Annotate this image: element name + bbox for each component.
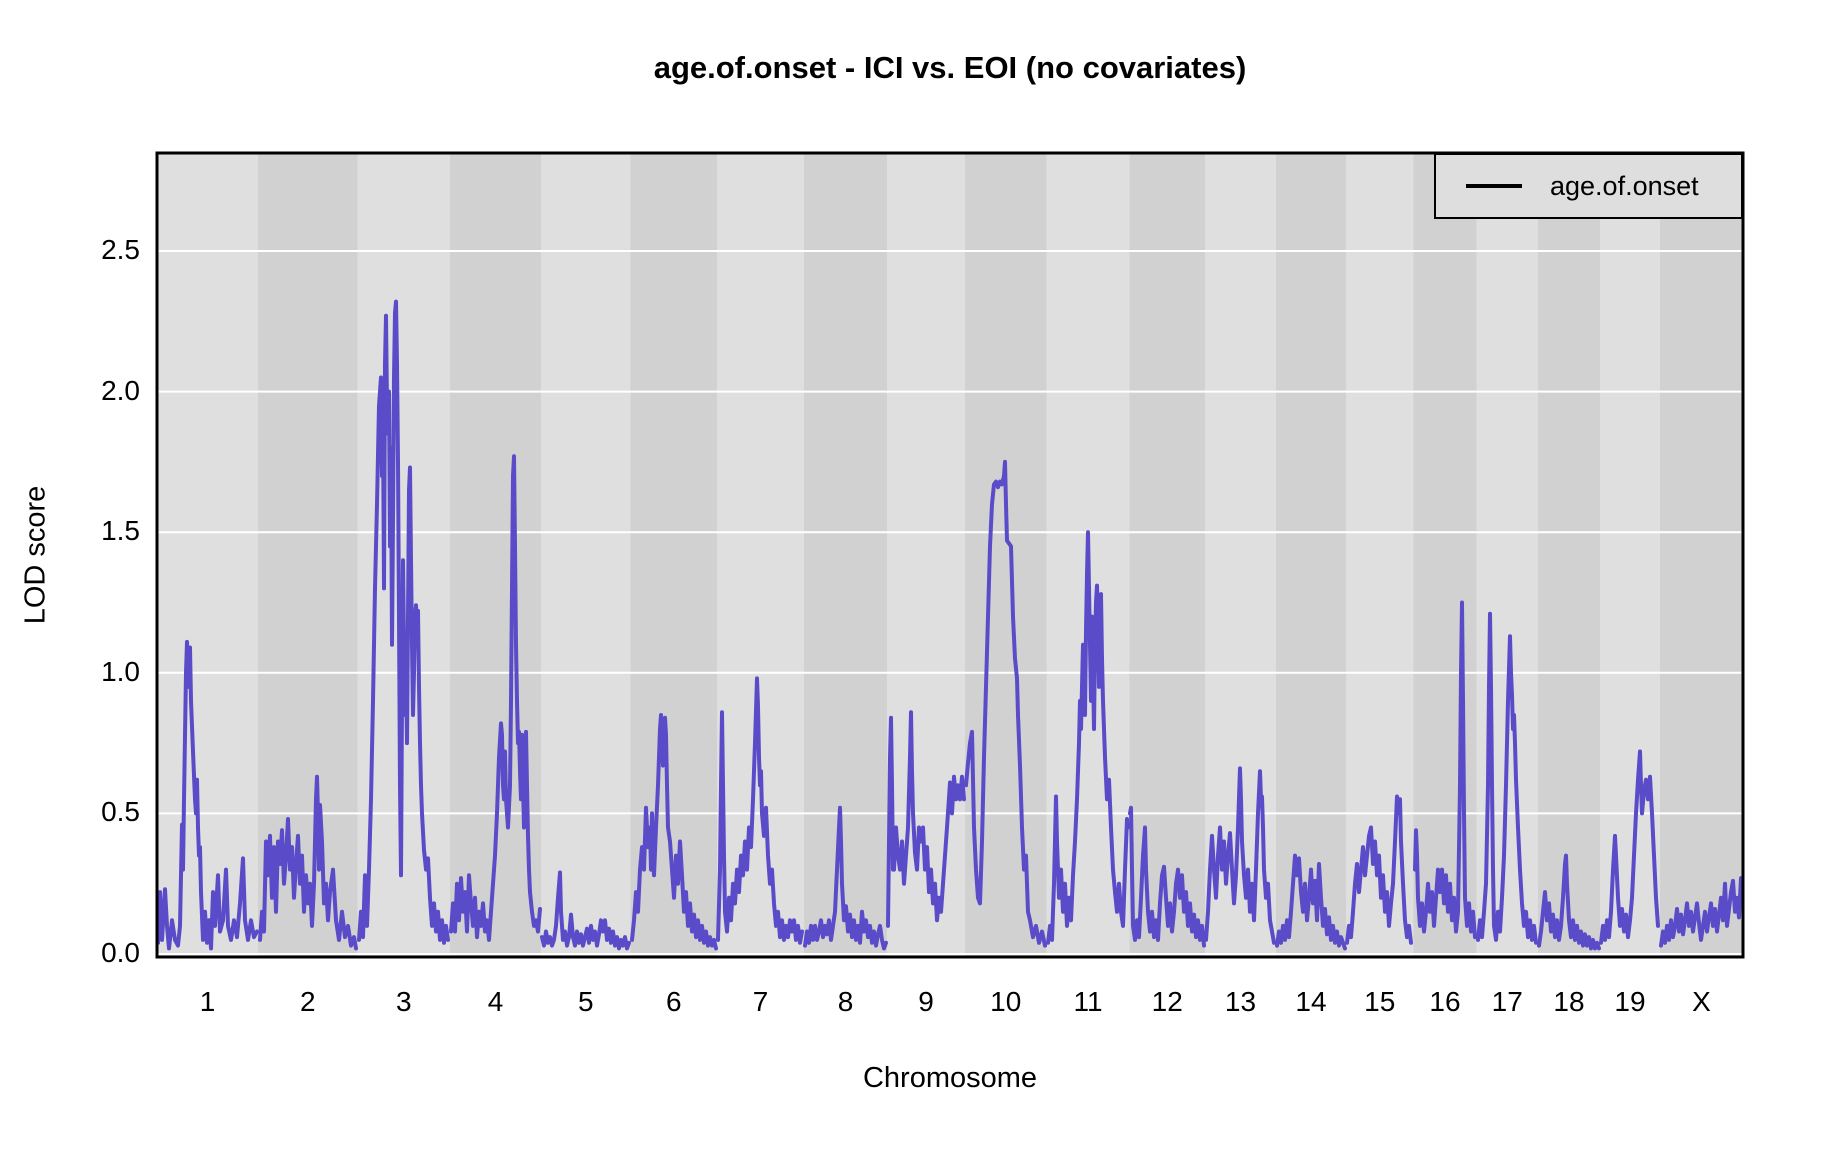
lod-curve-chr11 [1046, 530, 1130, 945]
chrom-band-2 [258, 153, 358, 957]
x-tick-label-chr15: 15 [1364, 986, 1396, 1017]
chrom-band-14 [1276, 153, 1346, 957]
chart-title: age.of.onset - ICI vs. EOI (no covariate… [653, 50, 1247, 85]
x-tick-label-chr4: 4 [487, 986, 504, 1017]
lod-curve-chr9 [886, 710, 966, 928]
chrom-band-X [1660, 153, 1743, 957]
chrom-band-19 [1600, 153, 1660, 957]
x-tick-label-chr13: 13 [1224, 986, 1257, 1017]
lod-curve-chr18 [1537, 853, 1601, 951]
chrom-band-3 [357, 153, 450, 957]
chrom-band-16 [1413, 153, 1477, 957]
chrom-band-5 [541, 153, 631, 957]
lod-curve-chr14 [1275, 853, 1347, 951]
x-tick-label-chr16: 16 [1429, 986, 1461, 1017]
x-tick-label-chr6: 6 [665, 986, 682, 1017]
x-tick-label-chr19: 19 [1614, 986, 1646, 1017]
lod-curve-chr1 [156, 639, 259, 951]
lod-curve-chr6 [630, 713, 718, 951]
chrom-band-15 [1346, 153, 1414, 957]
lod-curve-chr15 [1345, 794, 1413, 945]
chrom-band-1 [157, 153, 258, 957]
y-tick-label-2.5: 2.5 [101, 234, 140, 265]
x-tick-label-chr8: 8 [837, 986, 854, 1017]
lod-curve-chr13 [1204, 766, 1276, 945]
x-tick-label-chr2: 2 [299, 986, 316, 1017]
x-axis-title: Chromosome [862, 1062, 1038, 1094]
x-tick-label-chr17: 17 [1491, 986, 1523, 1017]
chrom-band-8 [804, 153, 887, 957]
x-tick-label-chr1: 1 [199, 986, 216, 1017]
x-tick-label-chrX: X [1692, 986, 1711, 1017]
lod-curve-chr7 [716, 676, 804, 945]
lod-curve-chr12 [1128, 805, 1206, 948]
chrom-band-12 [1129, 153, 1205, 957]
y-tick-label-0.5: 0.5 [101, 796, 140, 828]
x-tick-label-chr18: 18 [1553, 986, 1585, 1017]
lod-curve-chr4 [449, 454, 542, 942]
y-tick-label-1.0: 1.0 [101, 655, 140, 687]
lod-curve-chr3 [357, 299, 450, 945]
lod-curve-chr10 [964, 459, 1047, 948]
legend-box: age.of.onset [1434, 153, 1743, 219]
lod-curve-chr8 [803, 805, 888, 951]
x-tick-label-chr11: 11 [1073, 986, 1103, 1017]
x-tick-label-chr12: 12 [1151, 986, 1183, 1017]
lod-curve-chr19 [1599, 749, 1660, 945]
x-tick-label-chr14: 14 [1295, 986, 1327, 1017]
y-tick-label-0.0: 0.0 [101, 937, 140, 968]
lod-curve-chr2 [258, 774, 358, 951]
x-tick-label-chr3: 3 [395, 986, 412, 1017]
chrom-band-9 [887, 153, 965, 957]
chrom-band-10 [965, 153, 1047, 957]
chrom-band-18 [1538, 153, 1600, 957]
lod-curve-chr17 [1476, 611, 1538, 945]
y-tick-label-1.5: 1.5 [101, 515, 140, 547]
x-tick-label-chr10: 10 [990, 986, 1022, 1017]
x-tick-label-chr9: 9 [918, 986, 934, 1017]
x-tick-label-chr5: 5 [577, 986, 594, 1017]
y-tick-label-2.0: 2.0 [101, 374, 140, 406]
lod-curve-chr5 [540, 870, 631, 951]
legend-line-swatch [1466, 184, 1522, 188]
plot-border [155, 151, 1745, 959]
x-tick-label-chr7: 7 [752, 986, 769, 1017]
lod-curve-chr16 [1413, 600, 1477, 940]
lod-curve-chrX [1659, 876, 1744, 948]
legend-label: age.of.onset [1550, 170, 1699, 201]
chrom-band-7 [717, 153, 804, 957]
